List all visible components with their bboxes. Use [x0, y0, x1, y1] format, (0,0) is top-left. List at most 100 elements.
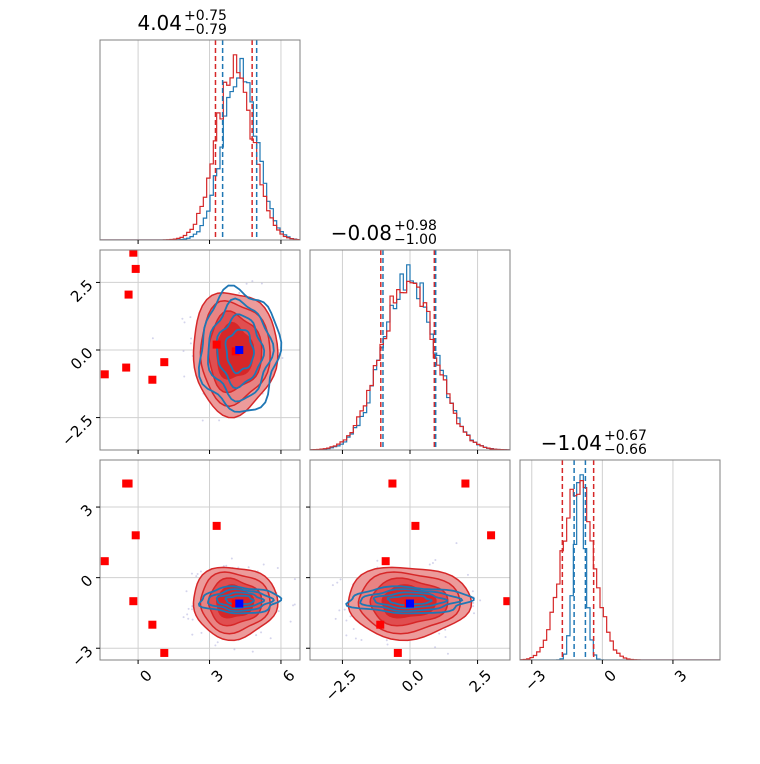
sample-point — [191, 618, 194, 621]
sample-point — [183, 321, 186, 324]
red-marker — [148, 620, 157, 629]
sample-point — [233, 648, 236, 651]
sample-point — [251, 280, 254, 283]
red-marker — [124, 290, 133, 299]
x-tick-label: 0 — [136, 666, 155, 685]
red-marker — [131, 531, 140, 540]
contour-blue — [197, 585, 283, 615]
sample-point — [222, 565, 225, 568]
contour-blue — [224, 594, 255, 607]
sample-point — [225, 564, 228, 567]
sample-point — [352, 628, 355, 631]
sample-point — [331, 584, 334, 587]
sample-point — [223, 668, 225, 670]
truth-marker — [406, 599, 414, 608]
panel-content — [331, 479, 510, 657]
sample-point — [201, 419, 204, 422]
panel-title-plus: +0.75 — [184, 8, 227, 24]
sample-point — [292, 604, 295, 607]
panel-content — [100, 250, 284, 422]
x-tick-label: 6 — [279, 666, 298, 685]
sample-point — [343, 608, 346, 611]
sample-point — [376, 559, 379, 562]
sample-point — [218, 419, 221, 422]
sample-point — [151, 337, 154, 340]
sample-point — [230, 557, 233, 560]
sample-point — [479, 599, 482, 602]
sample-point — [189, 316, 192, 319]
sample-point — [182, 349, 185, 352]
sample-point — [260, 282, 263, 285]
sample-point — [336, 581, 339, 584]
red-marker — [122, 363, 131, 372]
sample-point — [189, 342, 192, 345]
panel-title-minus: −0.79 — [184, 22, 227, 38]
sample-point — [472, 605, 475, 608]
sample-point — [195, 575, 198, 578]
sample-point — [349, 615, 352, 618]
sample-point — [269, 637, 272, 640]
red-marker — [393, 648, 402, 657]
contour-blue — [215, 591, 266, 610]
contour-blue — [207, 297, 275, 403]
sample-point — [262, 563, 265, 566]
panel-title-value: −1.04 — [541, 431, 602, 455]
contour-blue — [224, 328, 255, 375]
sample-point — [277, 610, 280, 613]
sample-point — [444, 628, 447, 631]
panel-content — [100, 40, 300, 240]
histogram-red — [310, 280, 510, 450]
red-marker — [381, 557, 390, 566]
red-marker — [148, 375, 157, 384]
x-tick-label: −2.5 — [322, 666, 360, 704]
sample-point — [289, 620, 292, 623]
sample-point — [339, 578, 342, 581]
sample-point — [438, 632, 441, 635]
sample-point — [472, 601, 475, 604]
contour-blue — [207, 588, 275, 613]
red-marker — [129, 597, 138, 606]
x-tick-label: 0 — [601, 666, 620, 685]
truth-marker — [235, 599, 244, 608]
sample-point — [434, 558, 437, 561]
sample-point — [473, 612, 476, 615]
sample-point — [255, 634, 258, 637]
sample-point — [444, 636, 447, 639]
panel-title-value: 4.04 — [137, 11, 182, 35]
sample-point — [276, 566, 279, 569]
sample-point — [260, 631, 263, 634]
panel-1-1: −0.08 +0.98−1.00 — [309, 218, 511, 454]
sample-point — [466, 573, 469, 576]
sample-point — [190, 572, 193, 575]
contour-blue — [386, 594, 433, 607]
sample-point — [354, 637, 357, 640]
y-tick-label: 2.5 — [67, 276, 97, 306]
panel-content — [520, 460, 720, 660]
sample-point — [446, 652, 449, 655]
contour-blue — [372, 591, 449, 610]
contour-blue — [197, 284, 283, 413]
sample-point — [431, 561, 434, 564]
panel-content — [100, 479, 296, 670]
contour-blue — [359, 588, 464, 613]
red-marker — [461, 479, 470, 488]
sample-point — [245, 282, 248, 285]
sample-point — [428, 563, 431, 566]
sample-point — [187, 607, 190, 610]
sample-point — [186, 613, 189, 616]
sample-point — [293, 578, 296, 581]
panel-frame — [99, 459, 301, 661]
sample-point — [385, 639, 388, 642]
sample-point — [185, 590, 188, 593]
red-marker — [100, 557, 109, 566]
y-tick-label: −2.5 — [58, 411, 96, 449]
y-tick-label: 3 — [77, 501, 96, 520]
panel-2-0: 0 3 6 −3 0 3 — [68, 459, 301, 686]
x-tick-label: 2.5 — [466, 666, 496, 696]
sample-point — [190, 337, 193, 340]
sample-point — [214, 644, 217, 647]
red-marker — [100, 370, 109, 379]
sample-point — [181, 317, 184, 320]
red-marker — [160, 648, 169, 657]
sample-point — [471, 590, 474, 593]
